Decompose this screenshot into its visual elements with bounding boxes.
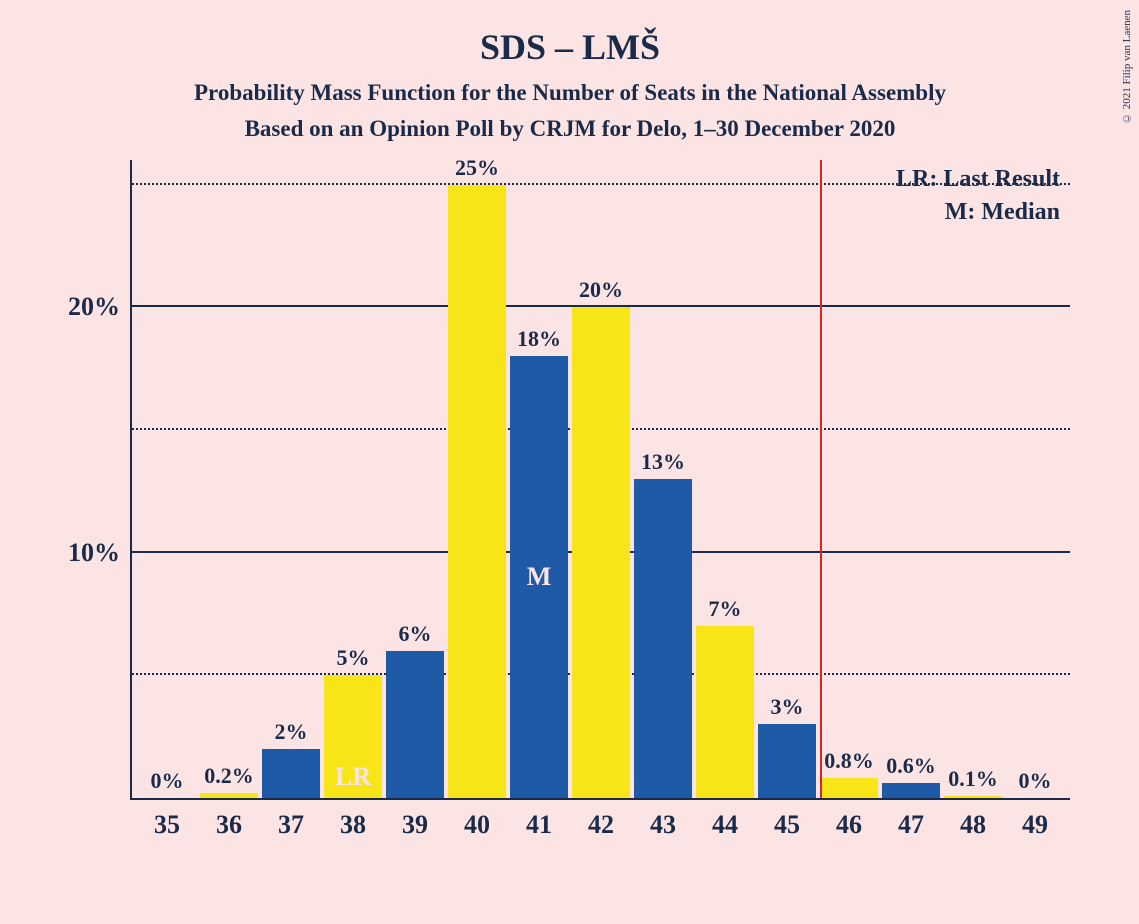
copyright-text: © 2021 Filip van Laenen [1121,10,1133,124]
bar-value-label: 0.2% [204,763,254,793]
x-tick-label: 46 [818,810,880,840]
bar-slot: 0.1% [942,160,1004,798]
bar: 0.8% [820,778,877,798]
bar-inner-label: LR [335,762,371,792]
bar: 2% [262,749,319,798]
bar-value-label: 3% [771,694,804,724]
chart-title: SDS – LMŠ [40,26,1100,68]
bar-slot: 13% [632,160,694,798]
x-tick-label: 45 [756,810,818,840]
chart-container: SDS – LMŠ Probability Mass Function for … [40,20,1100,900]
bar: 20% [572,307,629,798]
chart-subtitle-2: Based on an Opinion Poll by CRJM for Del… [40,116,1100,142]
majority-line [820,160,822,798]
x-tick-label: 49 [1004,810,1066,840]
x-tick-label: 37 [260,810,322,840]
bar-slot: 18% M [508,160,570,798]
bar: 0.1% [944,796,1001,798]
x-tick-label: 35 [136,810,198,840]
bar-slot: 25% [446,160,508,798]
y-tick-label: 10% [68,538,132,568]
bar-slot: 0% [136,160,198,798]
x-tick-label: 42 [570,810,632,840]
bar-value-label: 2% [275,719,308,749]
bar-value-label: 0% [151,768,184,798]
bar: 5%LR [324,675,381,798]
bar: 25% [448,185,505,798]
x-tick-label: 47 [880,810,942,840]
bar: 0.2% [200,793,257,798]
chart-subtitle-1: Probability Mass Function for the Number… [40,80,1100,106]
x-tick-label: 41 [508,810,570,840]
bar-value-label: 7% [709,596,742,626]
bar-slot: 6% [384,160,446,798]
bar-slot: 20% [570,160,632,798]
bar-value-label: 25% [455,155,499,185]
bar-inner-label: M [527,562,552,592]
x-tick-label: 39 [384,810,446,840]
x-tick-label: 38 [322,810,384,840]
plot-area: LR: Last Result M: Median 10%20% 0%0.2%2… [130,160,1070,800]
bar-value-label: 5% [337,645,370,675]
bar: 18%M [510,356,567,798]
y-tick-label: 20% [68,292,132,322]
x-tick-label: 36 [198,810,260,840]
bar: 0.6% [882,783,939,798]
bar-value-label: 0.1% [948,766,998,796]
x-tick-label: 43 [632,810,694,840]
x-tick-label: 44 [694,810,756,840]
bar-value-label: 18% [517,326,561,356]
bar: 13% [634,479,691,798]
bar-slot: 0.6% [880,160,942,798]
bar: 3% [758,724,815,798]
bar-slot: 2% [260,160,322,798]
bar-value-label: 6% [399,621,432,651]
bars-container: 0%0.2%2%5%LR6%25%18%M20%13%7%3%0.8%0.6%0… [132,160,1070,798]
x-axis-labels: 353637383940414243444546474849 [132,810,1070,840]
bar-value-label: 0% [1019,768,1052,798]
bar: 7% [696,626,753,798]
bar-slot: 0.2% [198,160,260,798]
bar-slot: 7% [694,160,756,798]
bar-slot: 0% [1004,160,1066,798]
bar-value-label: 0.8% [824,748,874,778]
bar-value-label: 20% [579,277,623,307]
bar-slot: 5% LR [322,160,384,798]
x-tick-label: 40 [446,810,508,840]
bar-value-label: 13% [641,449,685,479]
bar-slot: 3% [756,160,818,798]
bar: 6% [386,651,443,798]
bar-slot: 0.8% [818,160,880,798]
bar-value-label: 0.6% [886,753,936,783]
x-tick-label: 48 [942,810,1004,840]
